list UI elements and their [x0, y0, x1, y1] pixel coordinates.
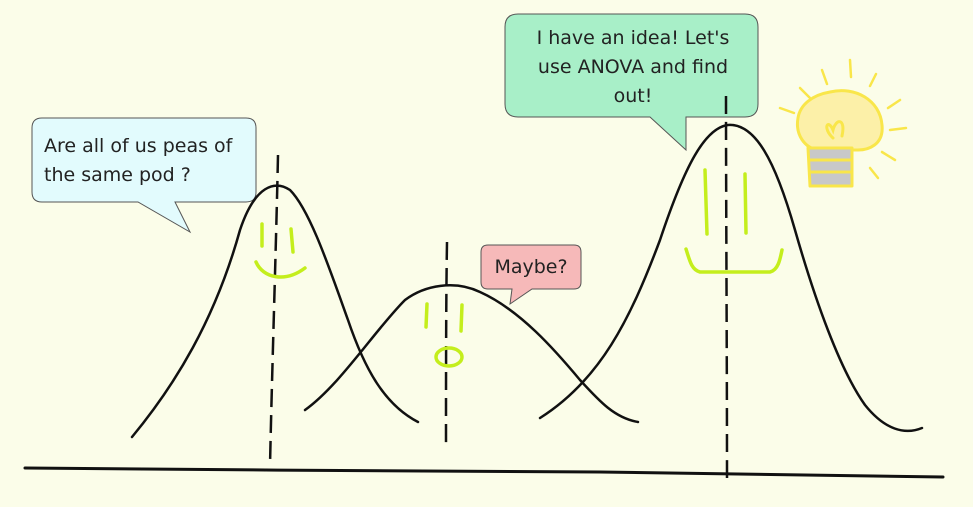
right-bubble-text: I have an idea! Let's use ANOVA and find…: [515, 24, 751, 111]
right-bubble-line-1: I have an idea! Let's: [536, 27, 730, 49]
middle-speech-bubble: [480, 244, 582, 306]
middle-bell-curve: [303, 284, 640, 424]
right-bubble-line-3: out!: [613, 85, 653, 107]
middle-bubble-text: Maybe?: [482, 253, 580, 282]
middle-surprised-face: [424, 302, 464, 368]
right-bubble-line-2: use ANOVA and find: [537, 56, 729, 78]
left-bubble-line-2: the same pod ?: [44, 164, 191, 186]
baseline-axis: [23, 466, 945, 479]
left-happy-face: [254, 222, 307, 279]
right-bell-curve: [538, 123, 924, 433]
left-bubble-line-1: Are all of us peas of: [44, 135, 233, 157]
right-speech-bubble: [504, 13, 759, 152]
left-speech-bubble: [31, 117, 257, 234]
right-happy-face: [684, 168, 784, 274]
right-mean-line: [724, 95, 729, 479]
left-bubble-text: Are all of us peas of the same pod ?: [44, 132, 259, 190]
middle-mean-line: [444, 241, 449, 449]
middle-bubble-line: Maybe?: [494, 256, 568, 278]
left-mean-line: [268, 154, 280, 467]
left-bell-curve: [130, 184, 420, 439]
lightbulb-icon: [778, 58, 908, 188]
